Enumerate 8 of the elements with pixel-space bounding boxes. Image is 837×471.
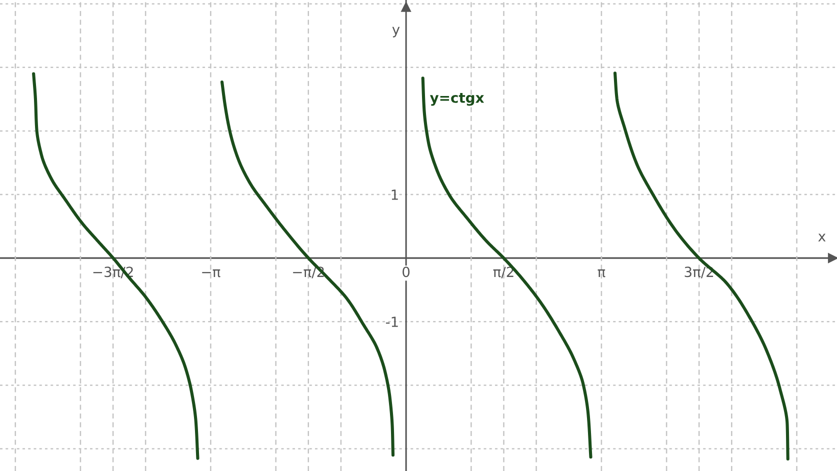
y-tick-label: 1 <box>392 190 398 200</box>
x-tick-label: π <box>598 269 606 278</box>
x-tick-label: −π <box>202 269 220 278</box>
series-label: y=ctgx <box>430 92 484 106</box>
x-axis-title: x <box>818 234 826 242</box>
y-tick-label: -1 <box>386 316 398 327</box>
y-axis-title: y <box>392 26 400 38</box>
x-tick-label: 0 <box>402 266 410 278</box>
